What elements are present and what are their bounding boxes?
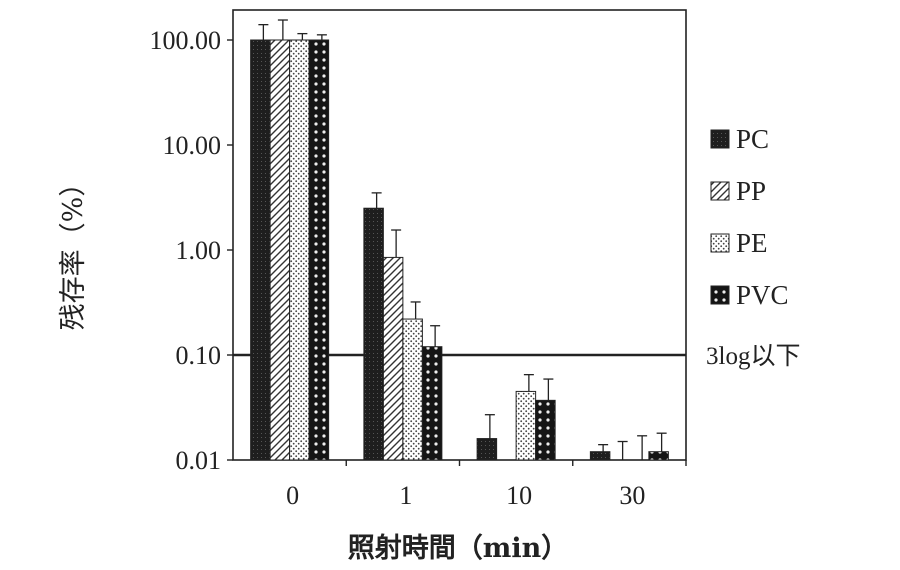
bar-pvc xyxy=(648,451,669,461)
bar-pvc xyxy=(535,399,556,461)
legend-label-pvc: PVC xyxy=(736,280,789,310)
y-tick-label: 0.01 xyxy=(176,446,222,475)
y-tick-label: 1.00 xyxy=(176,236,222,265)
y-axis-title: 残存率（%） xyxy=(58,170,89,331)
x-tick-label: 10 xyxy=(506,481,532,510)
bars xyxy=(250,19,669,461)
y-axis: 0.01 0.10 1.00 10.00 100.00 xyxy=(150,26,233,475)
bar-pp xyxy=(382,256,404,461)
bar-pe xyxy=(402,318,423,461)
y-tick-label: 10.00 xyxy=(163,131,222,160)
bar-pc xyxy=(476,438,498,461)
bar-pc xyxy=(363,207,384,461)
bar-pe xyxy=(289,39,310,461)
legend-label-pc: PC xyxy=(736,124,769,154)
legend-label-pe: PE xyxy=(736,228,768,258)
x-axis-title: 照射時間（min） xyxy=(348,533,568,564)
x-tick-label: 0 xyxy=(286,481,299,510)
x-axis: 0 1 10 30 xyxy=(286,460,687,510)
bar-pp xyxy=(269,39,291,461)
bar-pc xyxy=(250,39,271,461)
legend-swatch-pe xyxy=(710,233,730,253)
bar-pvc xyxy=(421,346,443,461)
legend-swatch-pc xyxy=(710,129,730,149)
y-tick-label: 100.00 xyxy=(150,26,222,55)
bar-pc xyxy=(589,451,611,461)
legend-swatch-pvc xyxy=(710,285,730,305)
legend: PC PP PE PVC xyxy=(710,124,789,310)
bar-pvc xyxy=(308,39,330,461)
bar-pe xyxy=(515,390,537,461)
x-tick-label: 1 xyxy=(399,481,412,510)
legend-label-pp: PP xyxy=(736,176,766,206)
y-tick-label: 0.10 xyxy=(176,341,222,370)
legend-swatch-pp xyxy=(710,181,730,201)
x-tick-label: 30 xyxy=(619,481,645,510)
reference-line-label: 3log以下 xyxy=(706,343,800,370)
